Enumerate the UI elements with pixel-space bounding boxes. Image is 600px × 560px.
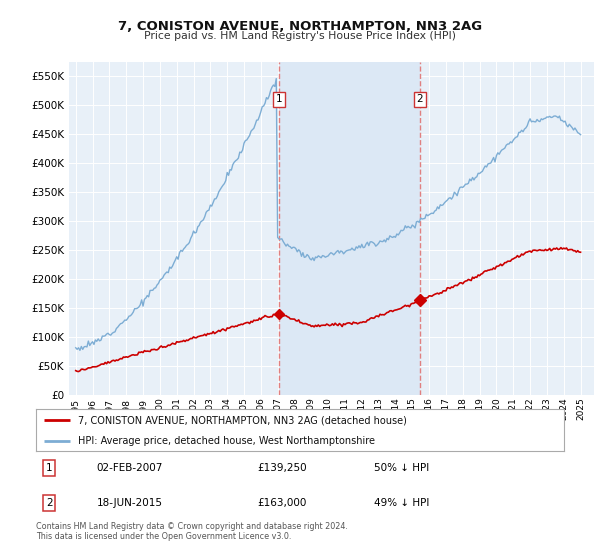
Text: £163,000: £163,000 xyxy=(258,498,307,508)
Text: 1: 1 xyxy=(276,94,283,104)
Text: 02-FEB-2007: 02-FEB-2007 xyxy=(97,464,163,473)
Text: 7, CONISTON AVENUE, NORTHAMPTON, NN3 2AG: 7, CONISTON AVENUE, NORTHAMPTON, NN3 2AG xyxy=(118,20,482,32)
Text: 49% ↓ HPI: 49% ↓ HPI xyxy=(374,498,429,508)
Text: 50% ↓ HPI: 50% ↓ HPI xyxy=(374,464,429,473)
Text: 1: 1 xyxy=(46,464,53,473)
Text: 7, CONISTON AVENUE, NORTHAMPTON, NN3 2AG (detached house): 7, CONISTON AVENUE, NORTHAMPTON, NN3 2AG… xyxy=(78,415,407,425)
Text: 18-JUN-2015: 18-JUN-2015 xyxy=(97,498,163,508)
Bar xyxy=(279,62,420,395)
Text: HPI: Average price, detached house, West Northamptonshire: HPI: Average price, detached house, West… xyxy=(78,436,375,446)
Text: Price paid vs. HM Land Registry's House Price Index (HPI): Price paid vs. HM Land Registry's House … xyxy=(144,31,456,41)
Text: £139,250: £139,250 xyxy=(258,464,307,473)
Text: 2: 2 xyxy=(46,498,53,508)
Text: Contains HM Land Registry data © Crown copyright and database right 2024.
This d: Contains HM Land Registry data © Crown c… xyxy=(36,522,348,542)
Text: 2: 2 xyxy=(416,94,424,104)
